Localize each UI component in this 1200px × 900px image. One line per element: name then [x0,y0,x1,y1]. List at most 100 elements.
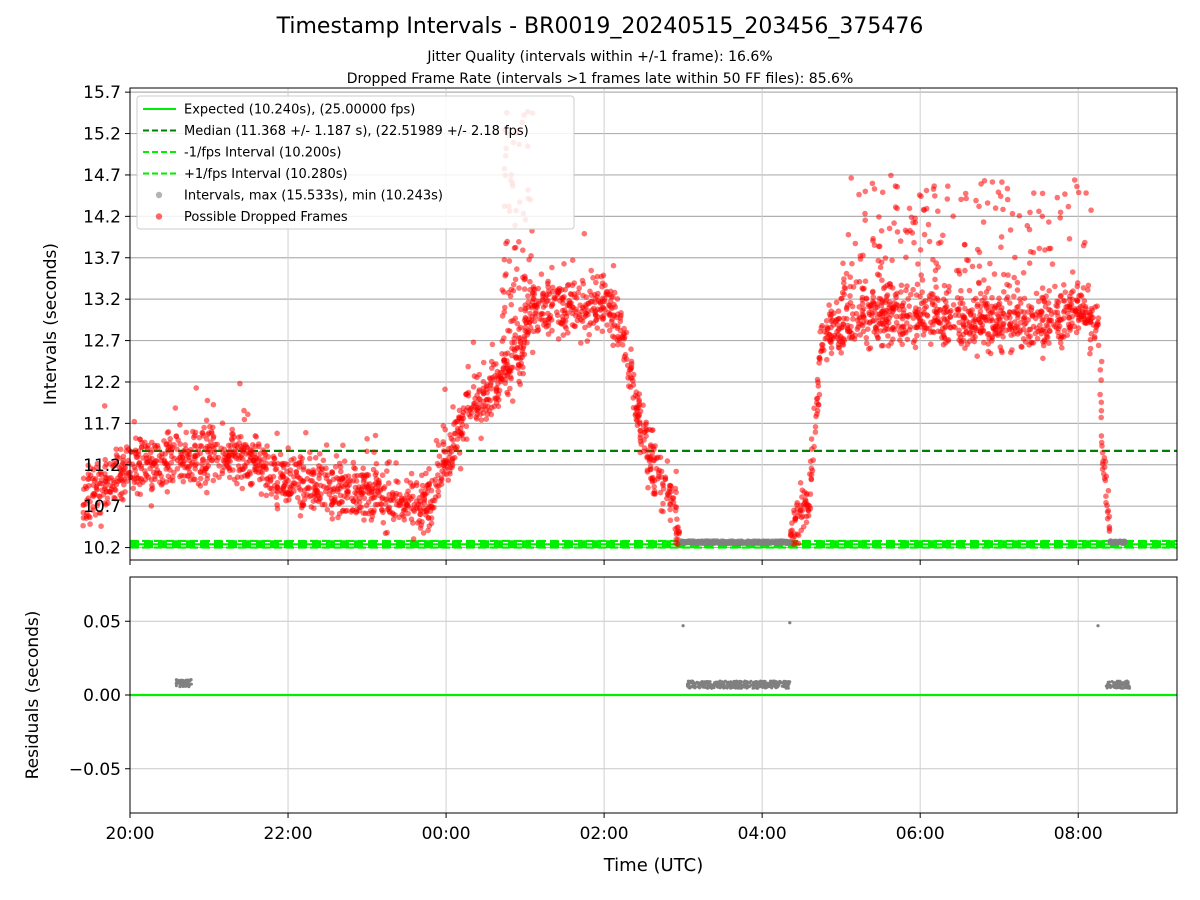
dropped-frame-point [265,454,272,460]
dropped-frame-point [1012,325,1018,331]
dropped-frame-point [85,476,91,482]
dropped-frame-point [838,350,844,356]
dropped-frame-point [329,516,336,522]
dropped-frame-point [961,323,967,330]
dropped-frame-point [594,325,601,331]
dropped-frame-point [110,463,116,470]
dropped-frame-point [539,296,546,303]
dropped-frame-point [186,451,193,458]
residual-points [174,621,1132,690]
dropped-frame-point [268,460,275,467]
dropped-frame-point [932,317,939,324]
dropped-frame-point [621,330,627,337]
dropped-frame-point [961,241,968,248]
legend-entry: Possible Dropped Frames [184,210,348,225]
dropped-frame-point [506,258,513,264]
dropped-frame-point [1026,303,1032,309]
dropped-frame-point [428,503,435,510]
dropped-frame-point [862,217,868,223]
dropped-frame-point [1030,249,1037,256]
dropped-frame-point [860,306,867,312]
dropped-frame-point [910,286,916,293]
dropped-frame-point [119,478,126,484]
dropped-frame-point [234,480,240,487]
dropped-frame-point [540,304,547,310]
dropped-frame-point [1081,298,1088,304]
dropped-frame-point [501,256,508,263]
dropped-frame-point [549,264,555,271]
dropped-frame-point [179,450,185,457]
dropped-frame-point [95,500,101,507]
dropped-frame-point [188,446,194,453]
dropped-frame-point [274,489,281,495]
dropped-frame-point [102,456,108,463]
dropped-frame-point [1004,294,1011,300]
dropped-frame-point [903,287,909,294]
dropped-frame-point [794,506,800,512]
dropped-frame-point [912,344,919,351]
dropped-frame-point [1018,343,1024,350]
dropped-frame-point [1009,210,1016,217]
dropped-frame-point [870,235,876,242]
dropped-frame-point [257,450,264,457]
dropped-frame-point [256,455,263,462]
dropped-frame-point [478,435,484,442]
y-tick-label: 0.00 [83,686,121,706]
dropped-frame-point [531,291,538,297]
residual-point [743,682,747,686]
dropped-frame-point [186,464,192,470]
dropped-frame-point [608,294,615,300]
y-tick-label: 13.7 [83,249,121,269]
legend-entry: +1/fps Interval (10.280s) [184,167,348,182]
dropped-frame-point [1087,350,1093,357]
dropped-frame-point [164,489,171,495]
dropped-frame-point [899,302,905,309]
dropped-frame-point [417,511,423,518]
dropped-frame-point [1087,345,1094,352]
dropped-frame-point [1102,458,1109,465]
dropped-frame-point [428,515,435,521]
dropped-frame-point [964,257,970,263]
dropped-frame-point [963,195,969,202]
dropped-frame-point [235,434,242,441]
dropped-frame-point [637,432,644,438]
dropped-frame-point [841,280,847,286]
interval-point [764,540,771,546]
dropped-frame-point [535,285,542,292]
dropped-frame-point [902,227,909,234]
residual-point [735,684,739,688]
dropped-frame-point [1062,191,1068,197]
dropped-frame-point [557,298,563,304]
dropped-frame-point [352,484,359,491]
dropped-frame-point [517,338,524,345]
dropped-frame-point [535,298,542,305]
dropped-frame-point [969,263,976,270]
dropped-frame-point [966,287,973,294]
y-tick-label: 11.2 [83,456,121,476]
dropped-frame-point [316,471,323,478]
dropped-frame-point [324,485,330,491]
dropped-frame-point [505,289,512,296]
dropped-frame-point [1021,309,1027,315]
dropped-frame-point [1012,319,1018,325]
dropped-frame-point [200,456,206,462]
dropped-frame-point [1095,315,1102,321]
dropped-frame-point [875,243,882,250]
residual-point [786,681,789,685]
interval-point [735,538,742,545]
dropped-frame-point [339,499,346,505]
dropped-frame-point [862,188,869,195]
dropped-frame-point [423,485,429,492]
dropped-frame-point [525,293,531,299]
dropped-frame-point [921,231,928,238]
dropped-frame-point [840,321,846,327]
dropped-frame-point [904,320,910,326]
dropped-frame-point [435,488,442,495]
dropped-frame-point [349,507,356,513]
dropped-frame-point [653,465,660,472]
dropped-frame-point [177,422,183,428]
dropped-frame-point [273,494,280,501]
dropped-frame-point [249,442,256,448]
dropped-frame-point [345,473,352,480]
dropped-frame-point [237,380,243,387]
